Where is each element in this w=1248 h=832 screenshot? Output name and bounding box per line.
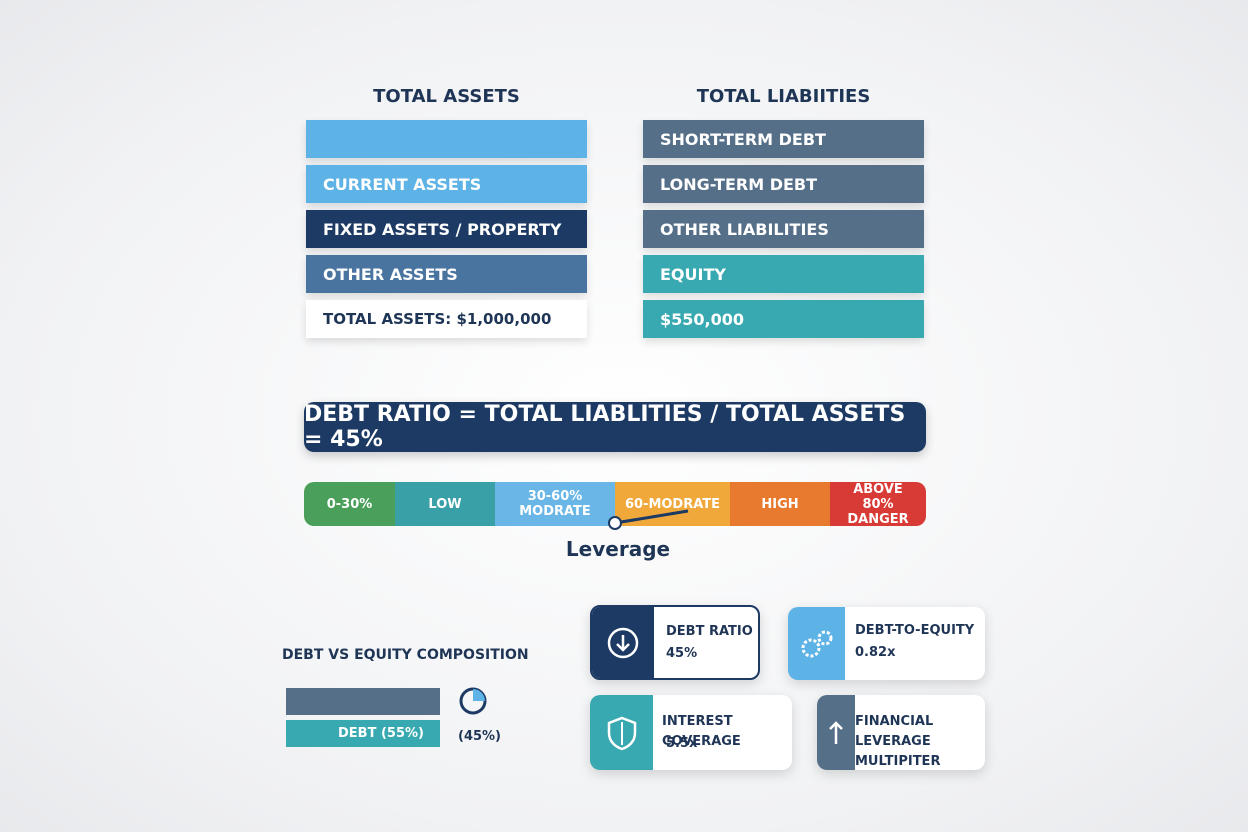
card-title: INTEREST COVERAGE — [662, 714, 741, 749]
card: INTEREST COVERAGE 5.5x — [590, 695, 792, 770]
card: DEBT-TO-EQUITY 0.82x — [788, 607, 985, 680]
liabilities-row: LONG-TERM DEBT — [643, 165, 924, 203]
scale-segment: 0-30% — [304, 482, 395, 526]
card-title: DEBT RATIO — [666, 624, 753, 639]
composition-title: DEBT VS EQUITY COMPOSITION — [282, 647, 529, 663]
liabilities-row: OTHER LIABILITIES — [643, 210, 924, 248]
scale-segment: ABOVE 80% DANGER — [830, 482, 926, 526]
card: FINANCIAL LEVERAGE MULTIPITER — [817, 695, 985, 770]
card: DEBT RATIO 45% — [590, 605, 760, 680]
debt-bar: DEBT (55%) — [286, 720, 440, 747]
liabilities-row: SHORT-TERM DEBT — [643, 120, 924, 158]
pie-icon — [459, 687, 487, 715]
assets-bar — [306, 120, 587, 158]
card-value: 5.5x — [666, 736, 698, 751]
needle — [608, 509, 689, 530]
formula: DEBT RATIO = TOTAL LIABLITIES / TOTAL AS… — [304, 402, 926, 452]
assets-title: TOTAL ASSETS — [373, 86, 520, 107]
scale-segment: 30-60% MODRATE — [495, 482, 615, 526]
equity-label: (45%) — [458, 729, 501, 744]
card-value: 0.82x — [855, 645, 896, 660]
liabilities-title: TOTAL LIABIITIES — [696, 86, 871, 107]
card-title: FINANCIAL LEVERAGE MULTIPITER — [855, 714, 941, 769]
assets-total: TOTAL ASSETS: $1,000,000 — [306, 300, 587, 338]
liabilities-row: $550,000 — [643, 300, 924, 338]
assets-row: CURRENT ASSETS — [306, 165, 587, 203]
scale-label: Leverage — [565, 537, 671, 561]
card-icon — [817, 695, 855, 770]
card-icon — [590, 695, 653, 770]
scale-segment: HIGH — [730, 482, 830, 526]
card-icon — [592, 607, 654, 678]
equity-bar — [286, 688, 440, 715]
liabilities-row: EQUITY — [643, 255, 924, 293]
card-value: 45% — [666, 646, 698, 661]
card-icon — [788, 607, 845, 680]
scale-segment: LOW — [395, 482, 495, 526]
assets-row: OTHER ASSETS — [306, 255, 587, 293]
assets-row: FIXED ASSETS / PROPERTY — [306, 210, 587, 248]
scale: 0-30% LOW 30-60% MODRATE 60-MODRATE HIGH… — [304, 482, 926, 526]
card-title: DEBT-TO-EQUITY — [855, 623, 975, 638]
